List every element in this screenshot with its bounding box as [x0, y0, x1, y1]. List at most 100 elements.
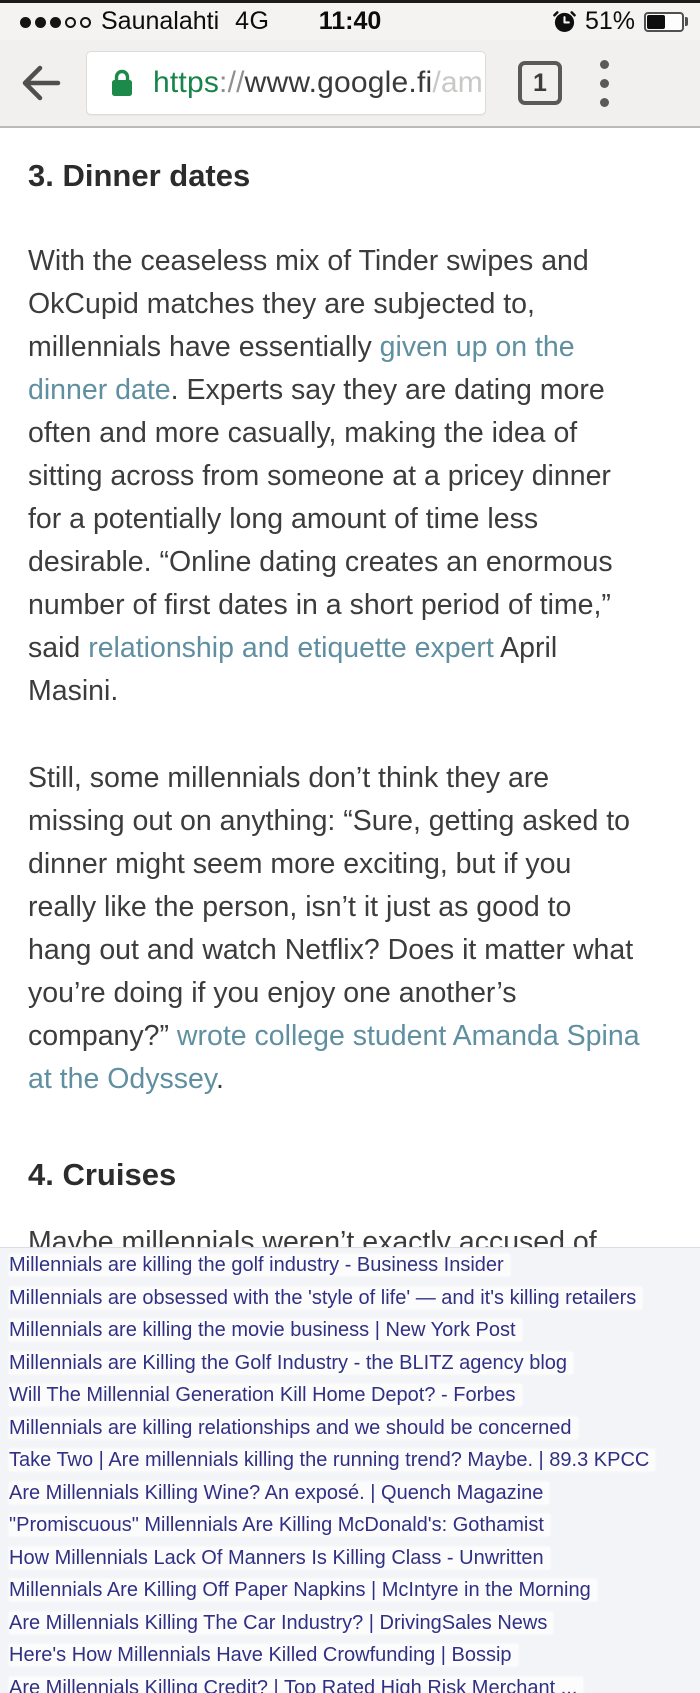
search-result-link[interactable]: "Promiscuous" Millennials Are Killing Mc… [9, 1509, 700, 1542]
paragraph-text: number of first dates in a short period … [28, 589, 611, 621]
url-host: www.google.fi [244, 66, 433, 99]
battery-percent-label: 51% [584, 7, 635, 35]
paragraph-text: hang out and watch Netflix? Does it matt… [28, 934, 634, 966]
signal-strength-icon [20, 17, 91, 28]
url-scheme: https [153, 66, 220, 99]
paragraph-line: you’re doing if you enjoy one another’s [28, 972, 672, 1015]
paragraph-line: Maybe millennials weren’t exactly accuse… [28, 1221, 672, 1247]
url-text: https://www.google.fi/am [153, 66, 483, 100]
paragraph-text: millennials have essentially [28, 331, 380, 363]
search-result-title: How Millennials Lack Of Manners Is Killi… [9, 1546, 550, 1569]
paragraph-line: often and more casually, making the idea… [28, 412, 672, 455]
search-result-title: Here's How Millennials Have Killed Crowf… [9, 1644, 518, 1666]
paragraph-text: dinner might seem more exciting, but if … [28, 848, 572, 880]
search-result-title: "Promiscuous" Millennials Are Killing Mc… [9, 1514, 550, 1536]
paragraph-line: OkCupid matches they are subjected to, [28, 283, 672, 326]
article-link[interactable]: at the Odyssey [28, 1063, 216, 1095]
search-result-link[interactable]: Millennials Are Killing Off Paper Napkin… [9, 1574, 700, 1607]
search-result-title: Millennials Are Killing Off Paper Napkin… [9, 1579, 597, 1601]
search-result-link[interactable]: Millennials are killing the movie busine… [9, 1314, 700, 1347]
search-result-link[interactable]: Here's How Millennials Have Killed Crowf… [9, 1639, 700, 1672]
search-result-title: Millennials are killing the golf industr… [9, 1254, 510, 1276]
paragraph-line: Still, some millennials don’t think they… [28, 757, 672, 800]
paragraph-text: . Experts say they are dating more [170, 374, 605, 406]
battery-icon [644, 11, 688, 32]
search-result-title: Are Millennials Killing Credit? | Top Ra… [9, 1676, 584, 1693]
address-bar[interactable]: https://www.google.fi/am [86, 51, 486, 115]
article-link[interactable]: dinner date [28, 374, 171, 406]
search-result-link[interactable]: How Millennials Lack Of Manners Is Killi… [9, 1542, 700, 1575]
paragraph-text: Masini. [28, 675, 119, 707]
url-separator: :// [219, 66, 245, 99]
overflow-menu-button[interactable] [596, 56, 613, 111]
browser-toolbar: https://www.google.fi/am 1 [0, 40, 700, 128]
paragraph-text: Still, some millennials don’t think they… [28, 762, 550, 794]
paragraph-text: OkCupid matches they are subjected to, [28, 288, 535, 320]
search-result-link[interactable]: Millennials are killing relationships an… [9, 1412, 700, 1445]
network-type-label: 4G [235, 7, 270, 35]
signal-dot [80, 17, 91, 28]
search-result-link[interactable]: Millennials are Killing the Golf Industr… [9, 1347, 700, 1380]
article-link[interactable]: given up on the [379, 331, 575, 363]
signal-dot [20, 17, 31, 28]
search-result-link[interactable]: Take Two | Are millennials killing the r… [9, 1444, 700, 1477]
paragraph-text: really like the person, isn’t it just as… [28, 891, 572, 923]
secure-lock-icon [112, 69, 132, 96]
article-content: 3. Dinner dates With the ceaseless mix o… [0, 128, 700, 1247]
signal-dot [65, 17, 76, 28]
alarm-clock-icon [553, 11, 576, 33]
search-result-title: Are Millennials Killing The Car Industry… [9, 1611, 554, 1634]
paragraph-text: said [28, 632, 89, 664]
paragraph-line: dinner date. Experts say they are dating… [28, 369, 672, 412]
article-link[interactable]: wrote college student Amanda Spina [176, 1020, 640, 1052]
paragraph-line: dinner might seem more exciting, but if … [28, 843, 672, 886]
tab-count-label: 1 [533, 68, 547, 97]
status-bar: Saunalahti 4G 11:40 51% [0, 3, 700, 40]
screen-top-edge [0, 0, 700, 3]
paragraph-line: hang out and watch Netflix? Does it matt… [28, 929, 672, 972]
search-result-link[interactable]: Are Millennials Killing Wine? An exposé.… [9, 1477, 700, 1510]
search-results-overlay: Millennials are killing the golf industr… [0, 1247, 700, 1693]
back-button[interactable] [18, 60, 64, 106]
search-result-title: Are Millennials Killing Wine? An exposé.… [9, 1481, 550, 1504]
paragraph-text: With the ceaseless mix of Tinder swipes … [28, 245, 589, 277]
paragraph-line: Masini. [28, 670, 672, 713]
search-result-title: Millennials are killing relationships an… [9, 1416, 578, 1439]
paragraph-line: really like the person, isn’t it just as… [28, 886, 672, 929]
paragraph-line: missing out on anything: “Sure, getting … [28, 800, 672, 843]
search-result-link[interactable]: Are Millennials Killing Credit? | Top Ra… [9, 1672, 700, 1693]
search-result-title: Take Two | Are millennials killing the r… [9, 1449, 656, 1471]
search-result-title: Will The Millennial Generation Kill Home… [9, 1384, 522, 1406]
paragraph-line: millennials have essentially given up on… [28, 326, 672, 369]
paragraph-line: sitting across from someone at a pricey … [28, 455, 672, 498]
menu-dot [600, 78, 609, 88]
article-link[interactable]: relationship and etiquette expert [88, 632, 494, 664]
paragraph-text: missing out on anything: “Sure, getting … [28, 805, 631, 837]
paragraph-text: for a potentially long amount of time le… [28, 503, 539, 535]
search-result-title: Millennials are obsessed with the 'style… [9, 1286, 643, 1309]
paragraph-text: . [215, 1063, 224, 1095]
search-result-link[interactable]: Will The Millennial Generation Kill Home… [9, 1379, 700, 1412]
search-result-link[interactable]: Millennials are killing the golf industr… [9, 1249, 700, 1282]
search-result-link[interactable]: Are Millennials Killing The Car Industry… [9, 1607, 700, 1640]
paragraph-line: company?” wrote college student Amanda S… [28, 1015, 672, 1058]
section-heading-cruises: 4. Cruises [28, 1157, 177, 1192]
paragraph-text: often and more casually, making the idea… [28, 417, 578, 449]
tab-switcher-button[interactable]: 1 [518, 61, 562, 105]
article-paragraph: With the ceaseless mix of Tinder swipes … [28, 240, 672, 713]
paragraph-text: you’re doing if you enjoy one another’s [28, 977, 517, 1009]
signal-dot [50, 17, 61, 28]
menu-dot [600, 59, 609, 69]
paragraph-line: number of first dates in a short period … [28, 584, 672, 627]
paragraph-text: company?” [28, 1020, 177, 1052]
url-path-faded: /am [432, 66, 483, 99]
menu-dot [600, 97, 609, 107]
section-heading-dinner-dates: 3. Dinner dates [28, 158, 251, 193]
paragraph-text: sitting across from someone at a pricey … [28, 460, 611, 492]
article-paragraph: Still, some millennials don’t think they… [28, 757, 672, 1101]
signal-dot [35, 17, 46, 28]
search-result-title: Millennials are Killing the Golf Industr… [9, 1351, 574, 1374]
paragraph-text: desirable. “Online dating creates an eno… [28, 546, 613, 578]
search-result-link[interactable]: Millennials are obsessed with the 'style… [9, 1282, 700, 1315]
